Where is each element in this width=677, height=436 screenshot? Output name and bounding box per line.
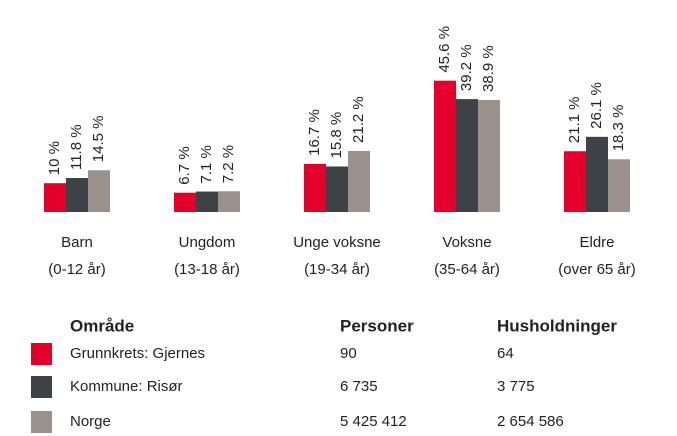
bar: [44, 183, 66, 212]
legend-husholdninger: 3 775: [497, 378, 535, 395]
legend-label: Kommune: Risør: [70, 378, 183, 395]
bar: [304, 163, 326, 212]
x-tick-label: Unge voksne: [293, 234, 381, 251]
x-tick-label: Voksne: [442, 234, 491, 251]
value-label: 26.1 %: [588, 82, 605, 129]
value-label: 10 %: [46, 141, 63, 175]
bar: [218, 191, 240, 212]
x-tick-label: (35-64 år): [434, 261, 500, 278]
legend-personer: 5 425 412: [340, 413, 407, 430]
value-label: 16.7 %: [306, 109, 323, 156]
legend-swatch: [31, 343, 52, 365]
bar: [348, 150, 370, 212]
bar: [174, 192, 196, 212]
bar: [586, 136, 608, 212]
value-label: 45.6 %: [436, 26, 453, 73]
x-tick-label: (13-18 år): [174, 261, 240, 278]
x-tick-label: Barn: [61, 234, 93, 251]
value-label: 38.9 %: [480, 45, 497, 92]
x-tick-label: Ungdom: [179, 234, 236, 251]
value-label: 14.5 %: [90, 116, 107, 163]
legend-personer: 6 735: [340, 378, 378, 395]
value-label: 7.2 %: [220, 145, 237, 183]
bar: [434, 80, 456, 212]
legend-husholdninger: 64: [497, 345, 514, 362]
bar: [66, 178, 88, 212]
legend-header: Husholdninger: [497, 316, 617, 335]
x-tick-label: (over 65 år): [558, 261, 636, 278]
bar: [196, 191, 218, 212]
bar: [326, 166, 348, 212]
value-label: 15.8 %: [328, 112, 345, 159]
value-label: 21.2 %: [350, 96, 367, 143]
legend-swatch: [31, 376, 52, 398]
bar: [88, 170, 110, 212]
legend-personer: 90: [340, 345, 357, 362]
x-tick-label: Eldre: [579, 234, 614, 251]
value-label: 6.7 %: [176, 146, 193, 184]
legend-header: Område: [70, 316, 134, 335]
value-label: 39.2 %: [458, 44, 475, 91]
value-label: 7.1 %: [198, 145, 215, 183]
value-label: 21.1 %: [566, 97, 583, 144]
bar: [478, 99, 500, 212]
legend-label: Grunnkrets: Gjernes: [70, 345, 205, 362]
x-tick-label: (0-12 år): [48, 261, 106, 278]
bar: [608, 159, 630, 212]
bar: [456, 99, 478, 212]
legend-header: Personer: [340, 316, 414, 335]
legend-husholdninger: 2 654 586: [497, 413, 564, 430]
bar: [564, 151, 586, 212]
legend-swatch: [31, 411, 52, 433]
x-tick-label: (19-34 år): [304, 261, 370, 278]
value-label: 18.3 %: [610, 105, 627, 152]
value-label: 11.8 %: [68, 124, 85, 170]
legend-label: Norge: [70, 413, 111, 430]
